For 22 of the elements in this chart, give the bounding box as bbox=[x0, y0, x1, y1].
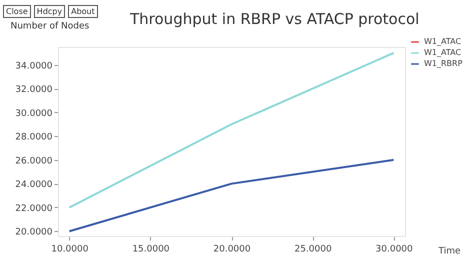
legend-label: W1_RBRP bbox=[424, 59, 463, 68]
x-tick-label: 25.0000 bbox=[294, 244, 332, 254]
legend-label: W1_ATAC bbox=[424, 48, 462, 57]
y-tick-label: 34.0000 bbox=[15, 61, 53, 72]
y-axis-title: Number of Nodes bbox=[10, 22, 90, 32]
y-tick-label: 20.0000 bbox=[15, 228, 53, 238]
legend-label: W1_ATAC bbox=[424, 37, 462, 46]
text: Hdcpy bbox=[34, 5, 66, 18]
text: Close bbox=[3, 5, 31, 18]
y-tick-label: 22.0000 bbox=[15, 204, 53, 214]
x-axis-title: Time bbox=[438, 246, 461, 256]
x-tick-label: 30.0000 bbox=[376, 244, 414, 254]
x-tick-label: 15.0000 bbox=[132, 244, 170, 254]
x-tick-label: 10.0000 bbox=[51, 244, 89, 254]
x-tick-label: 20.0000 bbox=[213, 244, 251, 254]
y-tick-label: 26.0000 bbox=[15, 156, 53, 166]
y-tick-label: 32.0000 bbox=[15, 85, 53, 96]
y-tick-label: 24.0000 bbox=[15, 180, 53, 190]
y-tick-label: 30.0000 bbox=[15, 108, 53, 119]
chart-title: Throughput in RBRP vs ATACP protocol bbox=[129, 10, 420, 28]
y-tick-label: 28.0000 bbox=[15, 132, 53, 143]
text: About bbox=[68, 5, 98, 18]
